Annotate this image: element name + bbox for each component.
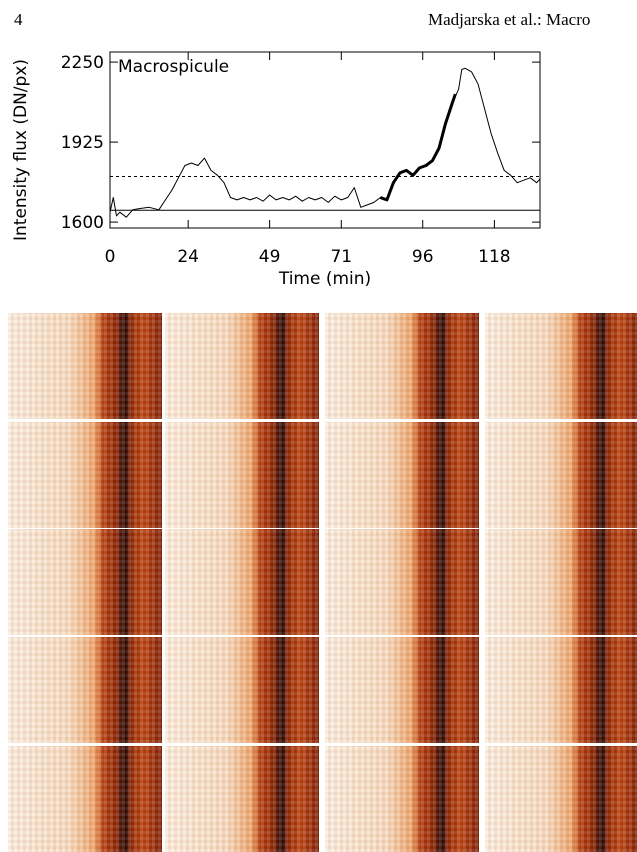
image-tile bbox=[325, 746, 479, 852]
x-axis-label: Time (min) bbox=[278, 269, 371, 289]
running-head: Madjarska et al.: Macro bbox=[428, 10, 591, 29]
image-tile bbox=[325, 422, 479, 528]
x-tick-label: 24 bbox=[177, 247, 199, 267]
x-tick-label: 0 bbox=[105, 247, 116, 267]
image-tile bbox=[8, 529, 162, 635]
image-tile bbox=[8, 422, 162, 528]
image-tile bbox=[8, 313, 162, 419]
image-tile bbox=[485, 313, 637, 419]
image-tile bbox=[165, 313, 319, 419]
y-axis-label: Intensity flux (DN/px) bbox=[11, 59, 31, 241]
y-tick-label: 1925 bbox=[61, 133, 104, 153]
image-tile bbox=[485, 637, 637, 743]
data-line bbox=[109, 67, 541, 218]
plot-frame bbox=[109, 51, 541, 229]
image-tile bbox=[485, 529, 637, 635]
x-tick-label: 71 bbox=[330, 247, 352, 267]
chart: Macrospicule Time (min) Intensity flux (… bbox=[11, 51, 541, 289]
image-tile bbox=[8, 746, 162, 852]
chart-label: Macrospicule bbox=[118, 57, 229, 77]
image-tile bbox=[165, 529, 319, 635]
image-tile bbox=[165, 422, 319, 528]
image-tile bbox=[325, 529, 479, 635]
image-tile bbox=[8, 637, 162, 743]
image-tile bbox=[165, 637, 319, 743]
y-tick-label: 1600 bbox=[61, 213, 104, 233]
image-tile bbox=[485, 422, 637, 528]
x-tick-label: 96 bbox=[412, 247, 434, 267]
page-number: 4 bbox=[14, 10, 23, 29]
image-tile bbox=[165, 746, 319, 852]
data-line bbox=[379, 93, 457, 202]
x-tick-label: 118 bbox=[478, 247, 510, 267]
x-tick-label: 49 bbox=[259, 247, 281, 267]
y-tick-label: 2250 bbox=[61, 53, 104, 73]
image-tile bbox=[325, 637, 479, 743]
image-tile bbox=[485, 746, 637, 852]
image-tile bbox=[325, 313, 479, 419]
